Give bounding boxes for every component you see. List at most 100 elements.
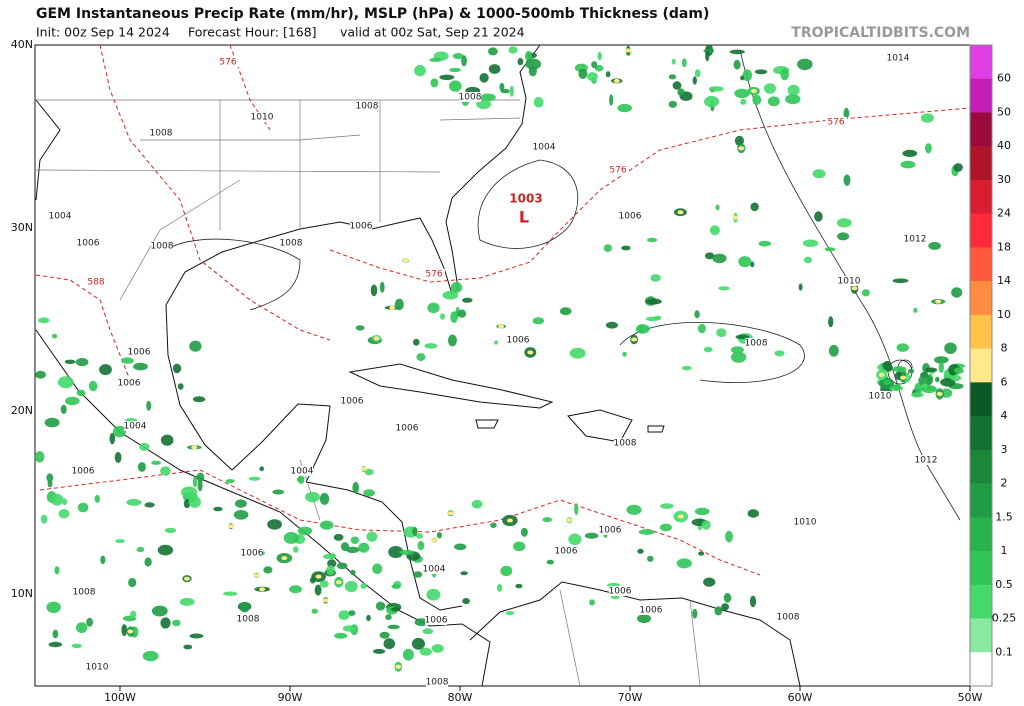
precip-core: [395, 664, 402, 669]
precip-core: [360, 467, 367, 471]
precip-cell: [589, 599, 595, 606]
precip-cell: [621, 245, 631, 251]
label-bg: [915, 455, 937, 465]
colorbar-label: 0.1: [995, 645, 1013, 658]
lon-label: 90W: [278, 691, 303, 704]
isobar-label: 1012: [915, 456, 938, 466]
colorbar-label: 60: [997, 72, 1011, 85]
precip-cell: [422, 628, 434, 635]
label-bg: [887, 53, 909, 63]
low-pressure: 1003: [509, 192, 542, 206]
isobar-label: 1014: [887, 54, 910, 64]
precip-core: [447, 511, 454, 516]
precip-cell: [488, 64, 501, 74]
precip-cell: [714, 606, 723, 616]
precip-cell: [704, 95, 719, 108]
precip-cell: [311, 608, 318, 614]
isobar-label: 1008: [614, 439, 637, 449]
precip-cell: [338, 610, 350, 621]
precip-cell: [419, 647, 432, 656]
precip-cell: [594, 64, 604, 72]
precip-cell: [635, 324, 650, 334]
precip-cell: [414, 618, 429, 627]
land-layer: [35, 44, 971, 687]
precip-cell: [412, 526, 418, 536]
precip-cell: [413, 338, 420, 346]
precip-cell: [637, 548, 644, 554]
label-bg: [341, 396, 363, 406]
label-bg: [423, 269, 445, 279]
precip-cell: [729, 49, 745, 55]
precip-cell: [730, 346, 745, 354]
isobar-label: 1006: [599, 526, 622, 536]
precip-cell: [77, 502, 89, 513]
precip-cell: [414, 64, 426, 77]
precip-cell: [954, 367, 964, 374]
colorbar: 60 50 40 30 24 18 14 10 8 6 4 3 2 1.5 1 0.5 0.25 0.1: [969, 44, 1016, 687]
precip-cell: [151, 605, 168, 617]
precip-cell: [379, 281, 385, 293]
precip-cell: [144, 502, 155, 508]
colorbar-segment: [970, 483, 992, 518]
label-bg: [426, 677, 448, 687]
label-bg: [72, 466, 94, 476]
precip-cell: [58, 509, 70, 519]
precip-cell: [94, 494, 101, 503]
isobar-label: 1008: [73, 588, 96, 598]
isobar-label: 1006: [640, 606, 663, 616]
lon-label: 60W: [788, 691, 813, 704]
precip-cell: [479, 73, 489, 83]
lon-label: 80W: [448, 691, 473, 704]
precip-cell: [172, 363, 182, 374]
site-watermark: TROPICALTIDBITS.COM: [791, 25, 970, 41]
precip-cell: [259, 466, 265, 472]
isobar-label: 1008: [150, 129, 173, 139]
colorbar-segment: [970, 618, 992, 653]
precip-cell: [457, 309, 467, 318]
precip-cell: [703, 577, 716, 587]
precip-cell: [694, 507, 710, 516]
precip-core: [281, 556, 288, 561]
colorbar-label: 18: [997, 240, 1011, 253]
label-bg: [609, 586, 631, 596]
precip-cell: [626, 504, 642, 515]
colorbar-segment: [970, 652, 992, 687]
precip-cell: [694, 69, 701, 78]
precip-cell: [750, 202, 759, 212]
precip-cell: [752, 94, 762, 105]
precip-core: [878, 372, 885, 377]
isobar-label: 1010: [251, 113, 274, 123]
precip-core: [127, 629, 134, 634]
precip-cell: [749, 595, 757, 608]
precip-cell: [520, 527, 528, 537]
isobar-label: 1010: [838, 277, 861, 287]
label-bg: [356, 101, 378, 111]
precip-cell: [515, 583, 523, 589]
precip-cell: [355, 325, 365, 331]
precip-cell: [189, 340, 202, 352]
label-bg: [838, 276, 860, 286]
precip-cell: [650, 274, 661, 282]
precip-cell: [334, 632, 348, 639]
precip-cell: [192, 476, 198, 488]
precip-cell: [160, 466, 171, 476]
precip-cell: [949, 371, 956, 376]
precip-cell: [52, 629, 59, 639]
precip-cell: [499, 82, 505, 92]
label-bg: [825, 117, 847, 127]
precip-cell: [812, 169, 826, 179]
isobar-label: 1004: [533, 143, 556, 153]
precip-cell: [740, 75, 745, 81]
label-bg: [124, 421, 146, 431]
precip-cell: [454, 543, 467, 551]
precip-core: [613, 78, 620, 83]
precip-cell: [358, 542, 370, 553]
colorbar-label: 24: [997, 207, 1011, 220]
precip-cell: [718, 286, 730, 291]
precip-cell: [424, 343, 438, 349]
precip-cell: [461, 55, 467, 67]
label-bg: [73, 587, 95, 597]
isobar-label: 1006: [609, 587, 632, 597]
isobar-label: 1006: [241, 549, 264, 559]
